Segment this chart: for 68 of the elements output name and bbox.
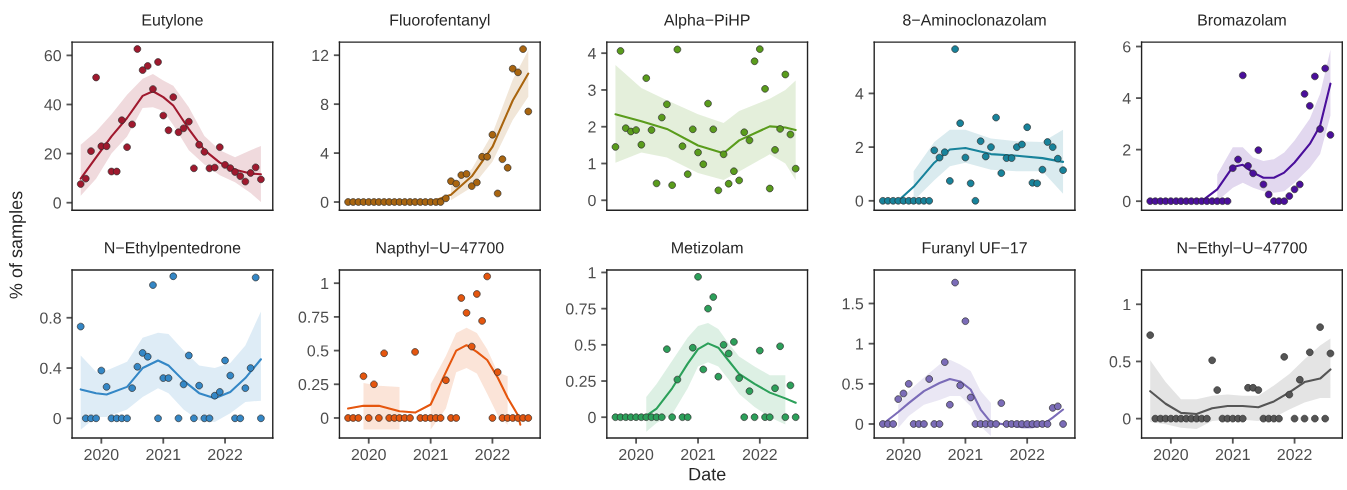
y-tick-label: 0.8 (40, 312, 61, 324)
y-tick-label: 0 (320, 412, 329, 424)
y-tick-label: 3 (588, 84, 596, 96)
y-tick-label: 1.5 (842, 298, 864, 310)
y-tick-label: 0 (855, 195, 864, 207)
chart-title: 8−Aminoclonazolam (903, 13, 1046, 26)
y-tick-label: 0.75 (565, 303, 596, 315)
x-tick-label: 2021 (413, 448, 448, 461)
x-tick-label: 2020 (886, 448, 921, 461)
y-tick-label: 4 (855, 88, 864, 100)
y-tick-label: 0 (1122, 195, 1131, 208)
y-tick-label: 60 (44, 50, 62, 62)
y-tick-label: 0.5 (1109, 356, 1131, 368)
chart-title: Fluorofentanyl (390, 13, 490, 29)
x-tick-label: 2021 (681, 448, 716, 461)
y-tick-label: 4 (320, 147, 329, 159)
y-tick-label: 0 (588, 411, 596, 424)
x-tick-label: 2022 (1277, 448, 1312, 461)
x-tick-label: 2021 (948, 448, 983, 461)
y-tick-label: 1 (588, 158, 596, 170)
x-tick-label: 2021 (146, 448, 181, 461)
x-tick-label: 2022 (475, 448, 510, 461)
x-tick-label: 2020 (84, 448, 119, 461)
y-tick-label: 0 (855, 418, 864, 430)
line-series (79, 358, 262, 400)
y-tick-label: 0.25 (298, 378, 329, 391)
y-tick-label: 0.75 (298, 311, 329, 323)
y-tick-label: 0.5 (842, 378, 864, 390)
y-tick-label: 4 (1122, 92, 1131, 104)
y-tick-label: 0.4 (40, 362, 62, 374)
y-tick-label: 1 (856, 338, 864, 350)
x-tick-label: 2022 (742, 448, 777, 461)
y-tick-label: 20 (44, 148, 62, 160)
y-tick-label: 8 (320, 98, 329, 111)
chart-title: Napthyl−U−47700 (376, 241, 504, 257)
y-tick-label: 0.5 (307, 345, 329, 357)
chart-title: N−Ethyl−U−47700 (1177, 241, 1307, 257)
x-tick-label: 2020 (1153, 448, 1188, 461)
y-tick-label: 0.5 (574, 339, 596, 351)
x-tick-label: 2022 (208, 448, 243, 461)
x-tick-label: 2022 (1010, 448, 1045, 461)
chart-title: Eutylone (142, 13, 203, 29)
y-tick-label: 1 (1123, 299, 1131, 311)
x-tick-label: 2021 (1215, 448, 1250, 461)
y-tick-label: 40 (44, 99, 62, 111)
y-tick-label: 0.25 (565, 375, 596, 387)
x-tick-label: 2020 (351, 448, 386, 461)
x-tick-label: 2020 (619, 448, 654, 461)
x-axis-title: Date (689, 467, 726, 481)
y-tick-label: 0 (53, 412, 62, 425)
y-tick-label: 1 (321, 278, 329, 289)
chart-title: Furanyl UF−17 (922, 241, 1027, 257)
y-tick-label: 2 (588, 121, 596, 133)
chart-title: Bromazolam (1198, 13, 1286, 26)
y-tick-label: 6 (1123, 41, 1131, 53)
y-tick-label: 2 (1123, 144, 1131, 156)
y-tick-label: 0 (1122, 413, 1131, 425)
y-tick-label: 0 (320, 196, 329, 208)
y-axis-title: % of samples (9, 191, 26, 299)
chart-title: Metizolam (672, 241, 743, 254)
y-tick-label: 0 (588, 194, 596, 207)
chart-title: Alpha−PiHP (663, 13, 750, 29)
y-tick-label: 4 (587, 47, 596, 59)
y-tick-label: 0 (53, 197, 62, 209)
y-tick-label: 1 (588, 267, 596, 279)
y-tick-label: 12 (312, 49, 329, 62)
y-tick-label: 2 (855, 141, 863, 153)
chart-title: N−Ethylpentedrone (105, 241, 241, 257)
